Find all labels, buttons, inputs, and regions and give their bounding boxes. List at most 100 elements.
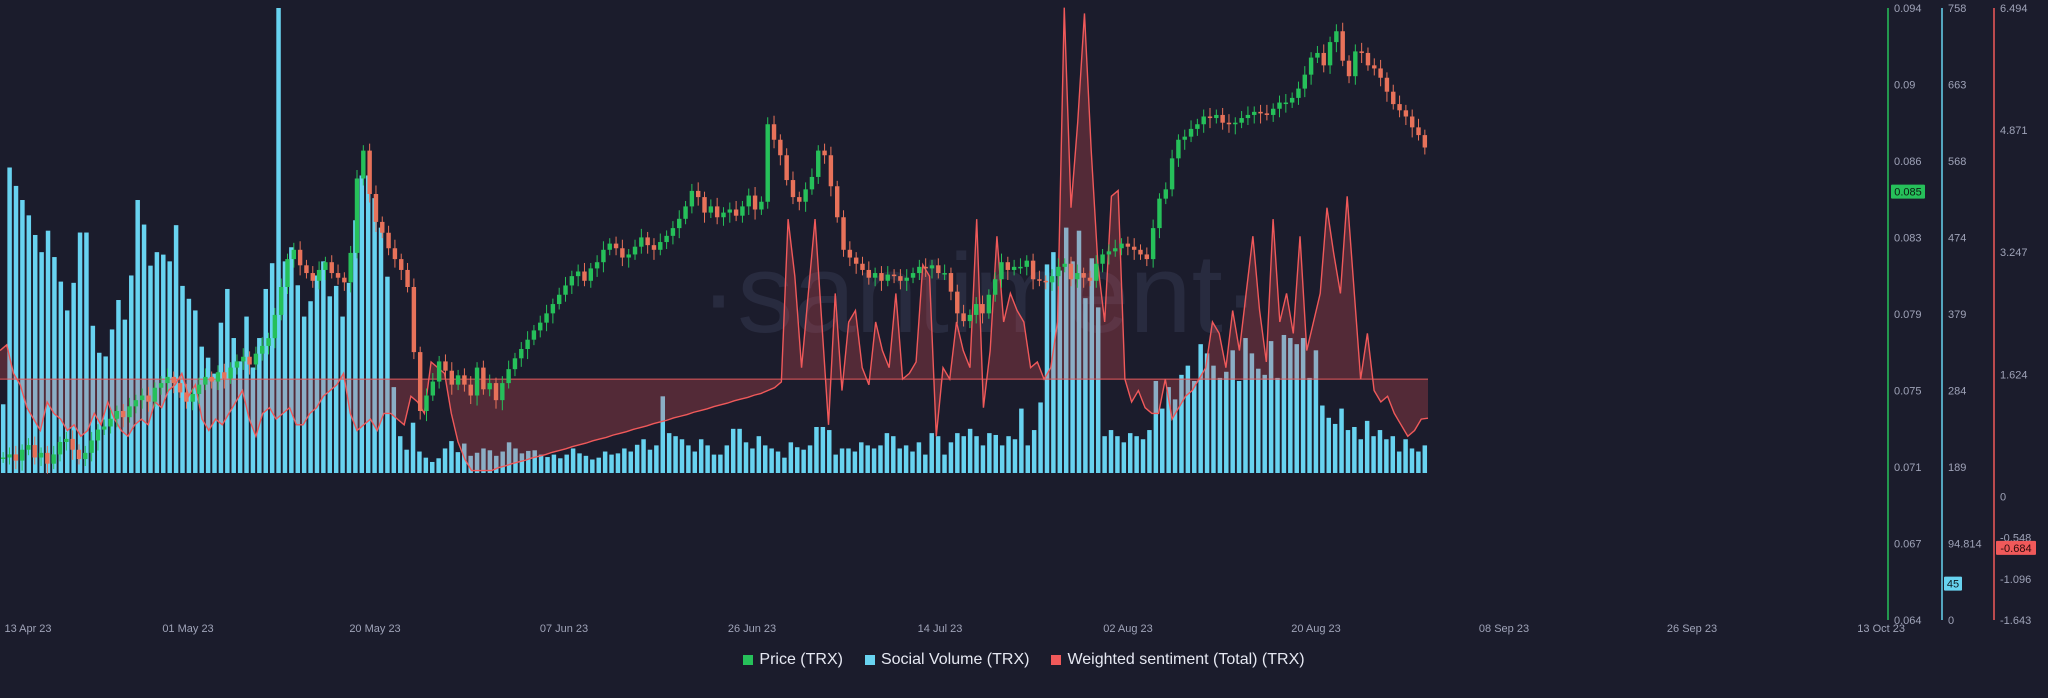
social-volume-bar (750, 448, 755, 473)
price-candle (1094, 263, 1099, 281)
social-volume-bar (993, 434, 998, 473)
social-volume-bar (244, 316, 249, 473)
social-volume-bar (551, 454, 557, 473)
social-volume-bar (1095, 307, 1101, 473)
price-candle (436, 361, 442, 382)
price-candle (215, 372, 221, 382)
price-candle (910, 273, 916, 278)
social-volume-bar (500, 451, 505, 473)
price-candle (639, 237, 644, 247)
price-candle (1119, 243, 1124, 249)
price-candle (1359, 51, 1364, 53)
legend-item-sentiment[interactable]: Weighted sentiment (Total) (TRX) (1051, 651, 1305, 669)
price-candle (1397, 104, 1402, 111)
price-candle (1163, 189, 1168, 199)
price-candle (1068, 263, 1074, 280)
price-candle (689, 190, 695, 207)
price-candle (822, 150, 827, 156)
social-volume-bar (1012, 439, 1018, 473)
price-candle (348, 252, 353, 283)
social-volume-bar (1300, 338, 1306, 473)
social-volume-bar (20, 200, 25, 473)
social-volume-bar (430, 461, 435, 473)
price-candle (373, 194, 379, 222)
price-candle (594, 262, 600, 269)
social-volume-bar (967, 428, 973, 473)
social-volume-bar (666, 433, 672, 473)
x-tick-label: 13 Apr 23 (4, 623, 51, 635)
social-volume-bar (193, 310, 198, 473)
price-candle (133, 400, 139, 407)
price-tick-label: 0.071 (1894, 462, 1922, 474)
price-candle (752, 195, 758, 210)
social-volume-bar (1179, 374, 1184, 473)
price-candle (1220, 114, 1225, 123)
social-volume-bar (161, 254, 166, 473)
social-volume-bar (1006, 436, 1011, 473)
price-candle (1201, 116, 1206, 125)
price-candle (1043, 280, 1048, 283)
social-volume-bar (84, 232, 89, 473)
price-candle (986, 294, 992, 314)
price-candle (323, 262, 328, 270)
price-candle (1403, 110, 1409, 117)
social-volume-bar (577, 453, 582, 473)
social-volume-bar (724, 445, 730, 473)
legend-item-price[interactable]: Price (TRX) (743, 651, 843, 669)
social-volume-tick-label: 0 (1948, 615, 1954, 627)
social-volume-bar (1281, 334, 1287, 473)
social-volume-bar (1217, 377, 1223, 473)
social-volume-bar (205, 357, 211, 473)
social-volume-bar (1384, 439, 1389, 473)
social-volume-bar (1083, 298, 1088, 473)
social-volume-bar (807, 445, 813, 473)
legend: Price (TRX) Social Volume (TRX) Weighted… (0, 651, 2048, 669)
price-candle (1125, 243, 1131, 247)
price-candle (1384, 77, 1390, 92)
price-candle (0, 457, 6, 459)
price-candle (828, 155, 834, 187)
price-tick-label: 0.09 (1894, 80, 1915, 92)
social-volume-bar (269, 263, 275, 473)
social-volume-bar (1409, 448, 1415, 473)
social-volume-bar (1166, 387, 1171, 473)
social-volume-bar (762, 445, 768, 473)
social-volume-tick-label: 189 (1948, 462, 1966, 474)
social-volume-bar (167, 261, 172, 473)
price-candles (0, 22, 1428, 474)
price-candle (70, 438, 75, 450)
price-candle (241, 356, 246, 362)
sentiment-line (0, 7, 1429, 472)
social-volume-bar (538, 454, 544, 473)
sentiment-tick-label: -1.096 (2000, 574, 2031, 586)
social-volume-bar (846, 448, 851, 473)
price-candle (860, 263, 865, 270)
social-volume-bar (897, 448, 902, 473)
price-candle (1113, 248, 1118, 252)
price-candle (1264, 113, 1270, 115)
price-candle (83, 452, 88, 460)
price-candle (1207, 116, 1213, 119)
price-tick-label: 0.094 (1894, 3, 1922, 15)
social-volume-bar (865, 445, 870, 473)
price-candle (778, 139, 783, 156)
social-volume-bar (1364, 420, 1370, 473)
legend-item-social-volume[interactable]: Social Volume (TRX) (864, 651, 1029, 669)
x-tick-label: 14 Jul 23 (918, 623, 963, 635)
social-volume-bar (814, 426, 819, 473)
price-candle (816, 150, 821, 177)
price-candle (335, 273, 341, 278)
price-candle (904, 277, 909, 281)
price-candle (430, 381, 436, 396)
social-volume-bar (692, 451, 698, 473)
price-candle (550, 304, 556, 314)
x-tick-label: 20 Aug 23 (1291, 623, 1341, 635)
price-candle (1365, 52, 1371, 66)
social-volume-bar (199, 346, 204, 473)
social-volume-bar (1249, 353, 1255, 473)
social-volume-bar (1147, 430, 1152, 473)
social-volume-bar (743, 442, 749, 473)
price-candle (102, 426, 107, 430)
